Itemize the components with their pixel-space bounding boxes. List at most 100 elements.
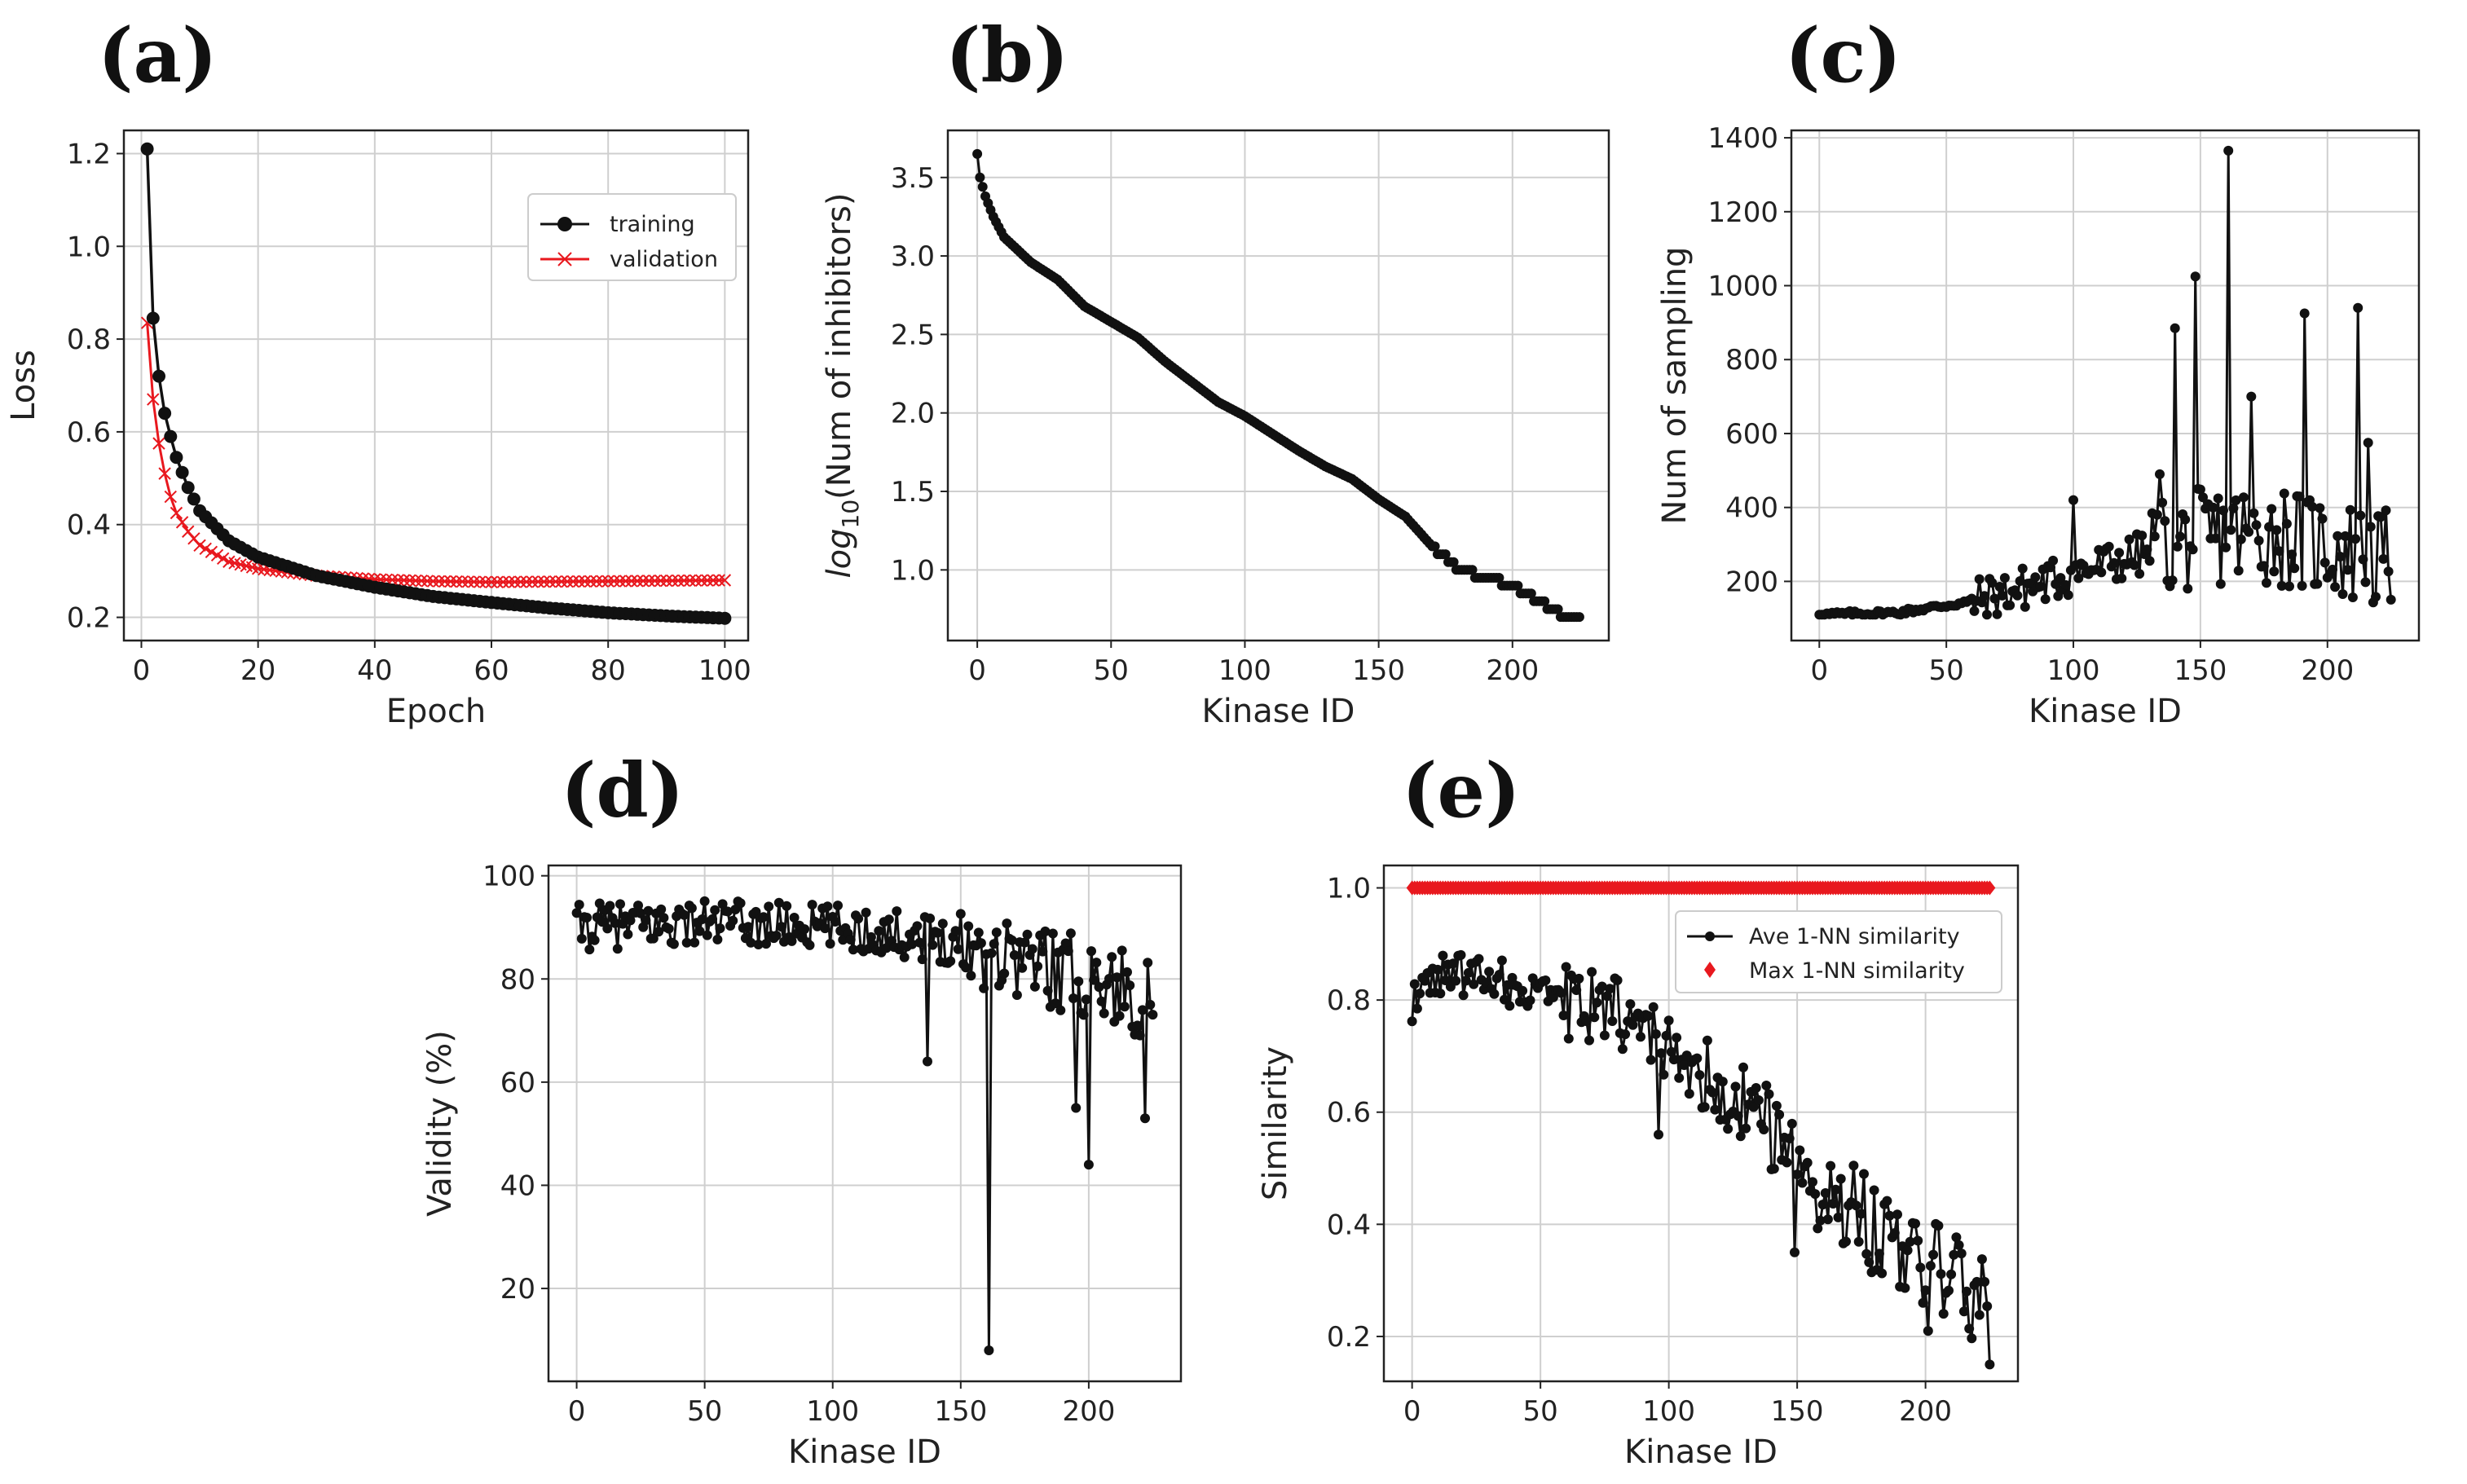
inhibitors-point — [1440, 549, 1451, 560]
ave-similarity-point — [1558, 1011, 1569, 1020]
validity-point — [833, 901, 843, 911]
validation-marker — [491, 575, 504, 588]
ave-similarity-point — [1692, 1053, 1703, 1063]
sampling-point — [2015, 576, 2025, 586]
y-tick-label: 1400 — [1707, 122, 1778, 155]
validity-point — [659, 913, 669, 923]
sampling-point — [2068, 495, 2078, 505]
validity-point — [917, 954, 927, 965]
ave-similarity-point — [1964, 1323, 1975, 1334]
ave-similarity-point — [1581, 1016, 1592, 1027]
validity-point — [782, 901, 792, 911]
sampling-point — [2160, 516, 2170, 526]
ave-similarity-point — [1830, 1184, 1841, 1195]
ave-similarity-point — [1504, 1001, 1515, 1011]
validity-point — [1027, 944, 1037, 954]
x-tick-label: 200 — [1486, 654, 1539, 687]
sampling-point — [1974, 574, 1985, 584]
sampling-point — [2198, 492, 2208, 503]
validity-point — [912, 921, 923, 931]
ave-similarity-point — [1620, 1029, 1631, 1040]
ave-similarity-point — [1561, 962, 1571, 972]
inhibitors-point — [977, 182, 988, 192]
validity-point — [937, 918, 948, 929]
sampling-point — [2271, 525, 2282, 535]
ave-similarity-point — [1661, 1030, 1672, 1041]
sampling-point — [2017, 563, 2028, 574]
y-tick-label: 3.5 — [891, 162, 935, 195]
validity-point — [899, 952, 910, 962]
sampling-point — [2172, 541, 2183, 552]
ave-similarity-point — [1702, 1035, 1712, 1046]
validity-point — [953, 944, 963, 954]
sampling-point — [2363, 438, 2373, 448]
ave-similarity-point — [1435, 989, 1446, 999]
sampling-point — [2215, 579, 2226, 589]
ave-similarity-point — [1735, 1131, 1746, 1142]
ave-similarity-point — [1571, 985, 1582, 995]
ave-similarity-point — [1810, 1189, 1821, 1200]
ave-similarity-point — [1918, 1297, 1928, 1308]
validity-point — [605, 901, 615, 911]
sampling-point — [2208, 502, 2218, 513]
sampling-point — [2269, 566, 2280, 577]
validation-marker — [666, 574, 679, 588]
validity-point — [771, 931, 782, 941]
plot-frame — [946, 129, 1610, 642]
sampling-point — [2144, 556, 2155, 566]
y-axis-title: Similarity — [1257, 1046, 1294, 1200]
ave-similarity-point — [1874, 1248, 1884, 1259]
validity-point — [932, 927, 943, 938]
validation-marker — [578, 575, 592, 588]
ave-similarity-point — [1589, 1012, 1600, 1023]
ave-similarity-point — [1980, 1276, 1990, 1287]
validity-point — [1033, 961, 1043, 971]
legend-training-marker — [557, 217, 572, 231]
validation-marker — [467, 575, 481, 588]
validity-point — [1114, 1011, 1125, 1021]
validation-marker — [596, 575, 609, 588]
validity-point — [963, 921, 974, 931]
sampling-point — [1979, 591, 1989, 601]
validation-marker — [485, 575, 498, 589]
ave-similarity-point — [1925, 1261, 1936, 1271]
ave-similarity-point — [1771, 1100, 1782, 1111]
sampling-point — [1969, 605, 1980, 616]
plot-frame — [122, 129, 750, 642]
ave-similarity-point — [1496, 955, 1507, 966]
validity-point — [712, 934, 723, 945]
validation-marker — [199, 542, 212, 556]
ave-similarity-point — [1597, 981, 1607, 992]
y-tick-label: 0.4 — [1327, 1209, 1371, 1241]
panel-b-num-inhibitors: (b) 0 50 100 150 200 1.0 1.5 2.0 2.5 3.0 3.5 Kinase … — [821, 11, 1610, 730]
ave-similarity-point — [1817, 1200, 1828, 1210]
ave-similarity-point — [1518, 985, 1528, 996]
ave-similarity-point — [1784, 1134, 1795, 1143]
sampling-point — [2317, 513, 2328, 524]
validity-point — [874, 926, 884, 936]
validity-point — [1112, 972, 1122, 983]
validity-point — [955, 909, 966, 919]
x-tick-label: 0 — [1403, 1395, 1421, 1428]
sampling-point — [2337, 589, 2348, 599]
sampling-point — [2190, 271, 2200, 282]
validation-marker — [415, 574, 428, 588]
sampling-point — [2246, 391, 2257, 402]
ave-similarity-point — [1420, 975, 1430, 986]
inhibitors-point — [972, 148, 983, 159]
inhibitors-point — [1526, 588, 1536, 599]
ave-similarity-point — [1956, 1248, 1967, 1259]
ave-similarity-point — [1605, 984, 1615, 994]
ave-similarity-point — [1920, 1285, 1931, 1296]
validity-point — [1089, 975, 1099, 985]
validity-point — [743, 922, 754, 932]
ave-similarity-point — [1463, 967, 1474, 978]
validation-marker — [216, 552, 230, 565]
ave-similarity-point — [1933, 1221, 1944, 1231]
validity-point — [883, 914, 894, 925]
inhibitors-point — [1430, 541, 1440, 552]
validity-point — [610, 918, 620, 928]
validity-point — [789, 913, 800, 923]
sampling-point — [2187, 544, 2198, 555]
y-tick-label: 2.5 — [891, 319, 935, 351]
